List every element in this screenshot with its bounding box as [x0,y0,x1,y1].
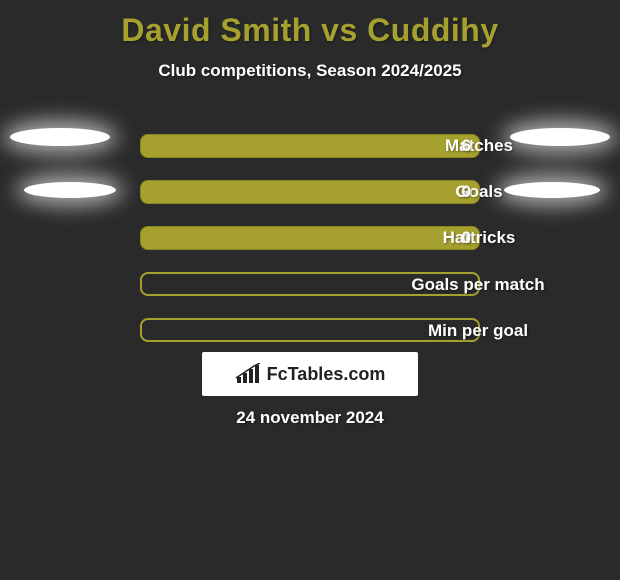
stat-row: Goals per match [0,261,620,307]
stat-bar: Matches 6 [140,134,480,158]
page-subtitle: Club competitions, Season 2024/2025 [0,61,620,81]
stat-row: Hattricks 0 [0,215,620,261]
comparison-card: David Smith vs Cuddihy Club competitions… [0,0,620,580]
stat-right-value: 0 [462,181,471,203]
page-title: David Smith vs Cuddihy [0,0,620,49]
watermark-text: FcTables.com [267,364,386,385]
watermark-logo: FcTables.com [202,352,418,396]
stat-bar: Min per goal [140,318,480,342]
stat-label: Min per goal [310,320,620,342]
stat-bar: Hattricks 0 [140,226,480,250]
stat-bar: Goals 0 [140,180,480,204]
stat-row: Goals 0 [0,169,620,215]
stat-rows: Matches 6 Goals 0 Hattricks 0 Goals per … [0,123,620,353]
stat-right-value: 6 [462,135,471,157]
bar-chart-icon [235,363,261,385]
stat-bar: Goals per match [140,272,480,296]
stat-label: Goals per match [310,274,620,296]
stat-row: Matches 6 [0,123,620,169]
stat-right-value: 0 [462,227,471,249]
stat-row: Min per goal [0,307,620,353]
date-label: 24 november 2024 [0,408,620,428]
